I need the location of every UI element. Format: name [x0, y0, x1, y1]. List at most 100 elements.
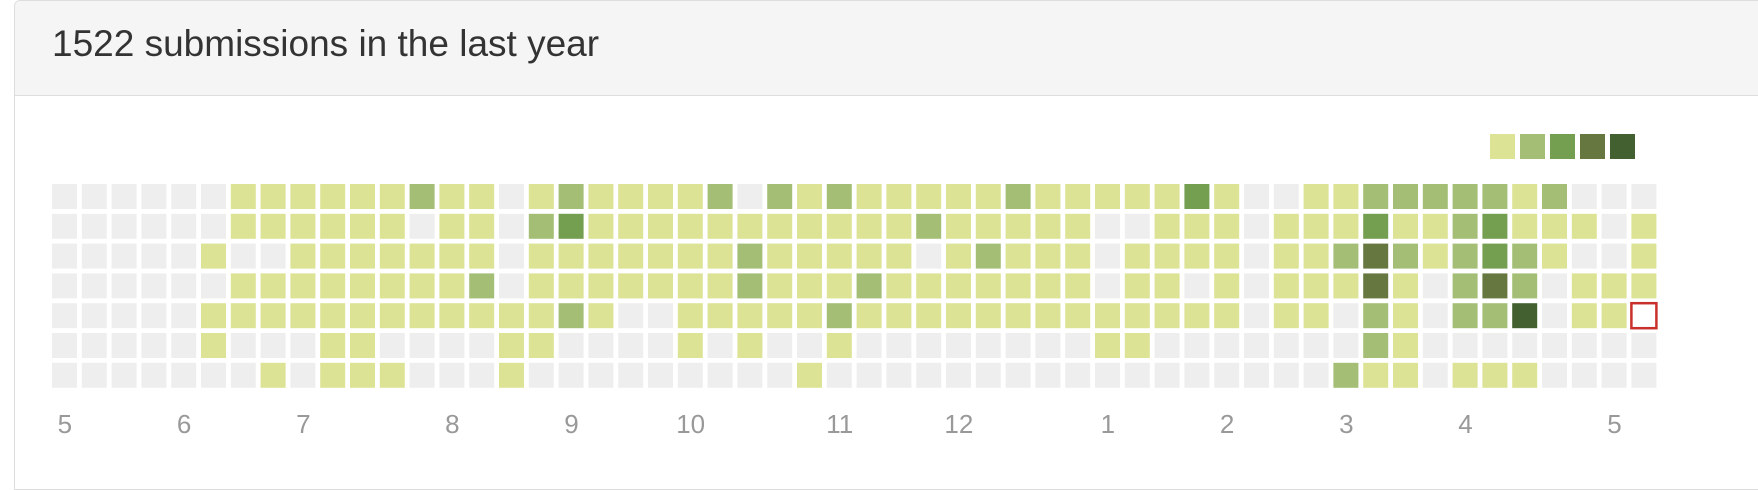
heatmap-cell[interactable]: [1482, 184, 1508, 209]
heatmap-cell[interactable]: [767, 333, 793, 358]
heatmap-cell[interactable]: [1244, 213, 1269, 239]
heatmap-cell[interactable]: [1333, 213, 1359, 239]
heatmap-cell[interactable]: [1214, 333, 1240, 358]
heatmap-cell[interactable]: [648, 333, 673, 358]
heatmap-cell[interactable]: [290, 243, 316, 269]
heatmap-cell[interactable]: [171, 333, 197, 358]
heatmap-cell[interactable]: [141, 273, 167, 299]
heatmap-cell[interactable]: [439, 303, 465, 329]
heatmap-cell[interactable]: [767, 362, 793, 388]
heatmap-cell[interactable]: [648, 303, 673, 329]
heatmap-cell[interactable]: [648, 184, 673, 209]
heatmap-cell[interactable]: [767, 303, 793, 329]
heatmap-cell[interactable]: [469, 333, 495, 358]
heatmap-cell[interactable]: [290, 303, 316, 329]
heatmap-cell[interactable]: [886, 362, 912, 388]
heatmap-cell[interactable]: [1095, 333, 1120, 358]
heatmap-cell[interactable]: [677, 243, 703, 269]
heatmap-cell[interactable]: [886, 333, 912, 358]
heatmap-cell[interactable]: [111, 273, 137, 299]
heatmap-cell[interactable]: [260, 213, 286, 239]
heatmap-cell[interactable]: [1601, 243, 1627, 269]
heatmap-cell[interactable]: [558, 243, 584, 269]
heatmap-cell[interactable]: [707, 273, 733, 299]
heatmap-cell[interactable]: [1333, 184, 1359, 209]
heatmap-cell[interactable]: [1601, 273, 1627, 299]
heatmap-cell[interactable]: [737, 213, 763, 239]
heatmap-cell[interactable]: [52, 243, 77, 269]
heatmap-cell[interactable]: [1631, 362, 1657, 388]
heatmap-cell[interactable]: [439, 243, 465, 269]
heatmap-cell[interactable]: [1512, 362, 1538, 388]
heatmap-cell[interactable]: [618, 333, 644, 358]
heatmap-cell[interactable]: [797, 362, 822, 388]
heatmap-cell[interactable]: [111, 213, 137, 239]
heatmap-cell[interactable]: [1512, 333, 1538, 358]
heatmap-cell[interactable]: [1571, 303, 1597, 329]
heatmap-cell[interactable]: [81, 333, 107, 358]
heatmap-cell[interactable]: [230, 184, 256, 209]
heatmap-cell[interactable]: [111, 243, 137, 269]
heatmap-cell[interactable]: [1482, 362, 1508, 388]
heatmap-cell[interactable]: [1631, 213, 1657, 239]
heatmap-cell[interactable]: [1363, 184, 1389, 209]
heatmap-cell[interactable]: [1273, 333, 1299, 358]
heatmap-cell[interactable]: [648, 213, 673, 239]
heatmap-cell[interactable]: [618, 303, 644, 329]
heatmap-cell[interactable]: [230, 213, 256, 239]
heatmap-cell[interactable]: [469, 303, 495, 329]
heatmap-cell[interactable]: [1303, 362, 1329, 388]
heatmap-cell[interactable]: [1244, 184, 1269, 209]
heatmap-cell[interactable]: [52, 303, 77, 329]
heatmap-cell[interactable]: [1214, 243, 1240, 269]
heatmap-cell[interactable]: [201, 213, 226, 239]
heatmap-cell[interactable]: [290, 213, 316, 239]
heatmap-cell[interactable]: [350, 303, 375, 329]
heatmap-cell[interactable]: [767, 273, 793, 299]
heatmap-cell[interactable]: [201, 184, 226, 209]
heatmap-cell[interactable]: [1154, 333, 1180, 358]
heatmap-cell[interactable]: [1005, 303, 1031, 329]
heatmap-cell[interactable]: [975, 362, 1001, 388]
heatmap-cell[interactable]: [409, 213, 435, 239]
heatmap-cell[interactable]: [737, 333, 763, 358]
heatmap-cell[interactable]: [707, 333, 733, 358]
heatmap-cell[interactable]: [201, 333, 226, 358]
heatmap-cell[interactable]: [350, 184, 375, 209]
heatmap-cell[interactable]: [141, 243, 167, 269]
heatmap-cell[interactable]: [1214, 213, 1240, 239]
heatmap-cell[interactable]: [379, 362, 405, 388]
heatmap-cell[interactable]: [856, 333, 882, 358]
heatmap-cell[interactable]: [1005, 213, 1031, 239]
heatmap-cell[interactable]: [1124, 213, 1150, 239]
heatmap-cell[interactable]: [975, 213, 1001, 239]
heatmap-cell[interactable]: [1631, 184, 1657, 209]
heatmap-cell[interactable]: [1244, 273, 1269, 299]
heatmap-cell[interactable]: [499, 243, 524, 269]
heatmap-cell[interactable]: [1393, 273, 1418, 299]
heatmap-cell[interactable]: [1154, 362, 1180, 388]
heatmap-cell[interactable]: [916, 273, 942, 299]
heatmap-cell[interactable]: [856, 184, 882, 209]
heatmap-cell[interactable]: [677, 362, 703, 388]
heatmap-cell[interactable]: [499, 333, 524, 358]
heatmap-cell[interactable]: [916, 184, 942, 209]
heatmap-cell[interactable]: [588, 303, 614, 329]
heatmap-cell[interactable]: [1214, 273, 1240, 299]
heatmap-cell[interactable]: [290, 184, 316, 209]
heatmap-cell[interactable]: [1154, 303, 1180, 329]
heatmap-cell[interactable]: [707, 362, 733, 388]
heatmap-cell[interactable]: [469, 184, 495, 209]
heatmap-cell[interactable]: [1035, 184, 1061, 209]
heatmap-cell[interactable]: [1065, 213, 1091, 239]
heatmap-cell[interactable]: [1482, 243, 1508, 269]
heatmap-cell[interactable]: [1601, 184, 1627, 209]
heatmap-cell[interactable]: [1124, 273, 1150, 299]
heatmap-cell[interactable]: [1631, 243, 1657, 269]
heatmap-cell[interactable]: [1124, 362, 1150, 388]
heatmap-cell[interactable]: [320, 213, 346, 239]
heatmap-cell[interactable]: [1452, 213, 1478, 239]
heatmap-cell[interactable]: [290, 273, 316, 299]
heatmap-cell[interactable]: [1542, 273, 1567, 299]
heatmap-cell[interactable]: [677, 184, 703, 209]
